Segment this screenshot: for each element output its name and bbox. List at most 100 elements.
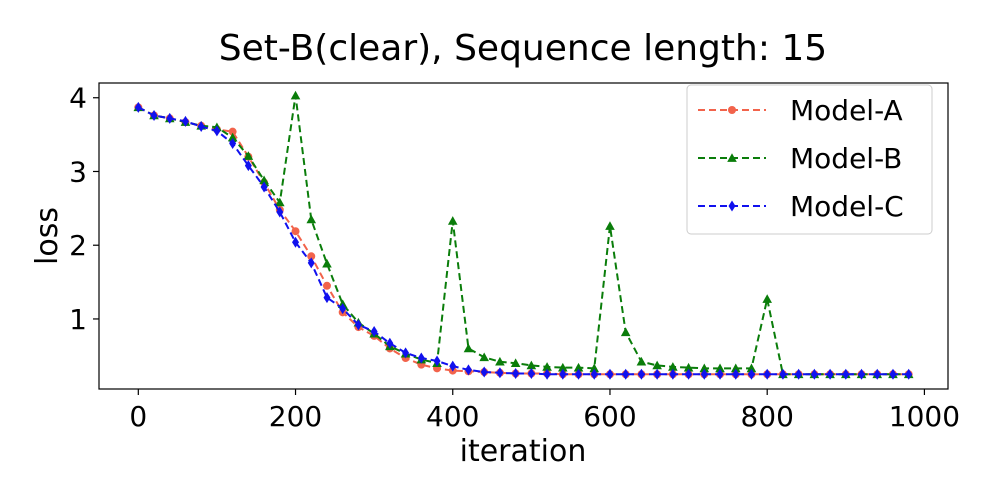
data-point-model-c (795, 368, 803, 380)
data-point-model-c (307, 257, 315, 269)
data-point-model-c (543, 368, 551, 380)
y-axis-label: loss (30, 207, 65, 265)
y-tick-label: 4 (69, 82, 87, 115)
data-point-model-b (605, 221, 615, 230)
legend-label: Model-B (790, 142, 902, 175)
data-point-model-c (527, 368, 535, 380)
data-point-model-b (227, 132, 238, 142)
data-point-model-b (683, 362, 694, 372)
data-point-model-c (575, 368, 583, 380)
data-point-model-c (213, 125, 221, 137)
legend-label: Model-C (790, 190, 904, 223)
data-point-model-c (669, 368, 677, 380)
data-point-model-b (668, 362, 678, 371)
data-point-model-b (699, 363, 710, 373)
legend-item-model-b: Model-B (698, 142, 902, 175)
data-point-model-c (653, 368, 661, 380)
data-point-model-c (512, 368, 520, 380)
data-point-model-b (526, 360, 537, 370)
data-point-model-c (134, 101, 142, 113)
data-point-model-b (322, 258, 332, 268)
chart-title: Set-B(clear), Sequence length: 15 (219, 28, 827, 69)
data-point-model-c (150, 109, 158, 121)
data-point-model-b (573, 362, 584, 372)
data-point-model-a (322, 281, 331, 290)
legend-marker (728, 200, 736, 212)
data-point-model-a (291, 227, 300, 236)
data-point-model-c (229, 137, 237, 149)
data-point-model-c (716, 368, 724, 380)
data-point-model-c (889, 368, 897, 380)
data-point-model-c (496, 367, 504, 379)
data-point-model-b (243, 151, 254, 160)
data-point-model-c (480, 366, 488, 378)
data-point-model-b (620, 327, 631, 337)
data-point-model-b (306, 214, 317, 224)
legend: Model-A Model-B Model-C (686, 84, 933, 235)
data-point-model-c (292, 236, 300, 248)
data-point-model-b (275, 197, 285, 207)
legend-item-model-a: Model-A (698, 94, 903, 127)
data-point-model-c (779, 368, 787, 380)
data-point-model-b (762, 294, 772, 303)
legend-marker (728, 106, 736, 114)
data-point-model-b (730, 363, 741, 373)
legend-marker (727, 153, 737, 162)
data-point-model-a (228, 127, 237, 136)
data-point-model-b (447, 216, 458, 225)
data-point-model-c (433, 355, 441, 367)
data-point-model-b (510, 358, 521, 368)
data-point-model-c (449, 360, 457, 372)
data-point-model-c (559, 368, 567, 380)
data-point-model-c (747, 368, 755, 380)
data-point-model-c (826, 368, 834, 380)
data-point-model-b (746, 363, 757, 373)
data-point-model-c (417, 352, 425, 364)
x-tick-label: 0 (129, 400, 147, 433)
series-layer (133, 90, 914, 380)
y-tick-label: 1 (69, 303, 87, 336)
data-point-model-c (354, 319, 362, 331)
y-tick-label: 3 (69, 155, 87, 188)
data-point-model-c (166, 112, 174, 124)
data-point-model-b (652, 360, 662, 370)
data-point-model-c (873, 368, 881, 380)
data-point-model-c (260, 181, 268, 193)
data-point-model-c (905, 368, 913, 380)
data-point-model-b (715, 363, 725, 373)
data-point-model-c (858, 368, 866, 380)
data-point-model-b (463, 343, 474, 353)
data-point-model-b (558, 362, 568, 372)
data-point-model-c (622, 368, 630, 380)
series-model-c (134, 101, 913, 380)
data-point-model-c (244, 160, 252, 172)
legend-item-model-c: Model-C (698, 190, 904, 223)
data-point-model-b (290, 90, 301, 100)
data-point-model-c (637, 368, 645, 380)
x-axis: 0 200 400 600 800 1000 (129, 389, 960, 433)
data-point-model-c (732, 368, 740, 380)
y-tick-label: 2 (69, 229, 87, 262)
data-point-model-c (464, 364, 472, 376)
data-point-model-c (763, 368, 771, 380)
data-point-model-c (402, 347, 410, 359)
x-tick-label: 600 (583, 400, 636, 433)
data-point-model-c (842, 368, 850, 380)
x-tick-label: 200 (269, 400, 322, 433)
data-point-model-c (370, 325, 378, 337)
data-point-model-b (479, 352, 489, 362)
data-point-model-b (495, 356, 505, 366)
data-point-model-c (276, 206, 284, 218)
data-point-model-b (589, 363, 600, 373)
data-point-model-b (259, 175, 269, 185)
data-point-model-a (307, 252, 316, 261)
data-point-model-c (323, 292, 331, 304)
plot-area-frame (98, 82, 949, 390)
data-point-model-c (339, 303, 347, 315)
data-point-model-c (700, 368, 708, 380)
data-point-model-c (386, 337, 394, 349)
data-point-model-b (542, 362, 552, 371)
data-point-model-c (181, 115, 189, 127)
x-axis-label: iteration (460, 434, 587, 469)
